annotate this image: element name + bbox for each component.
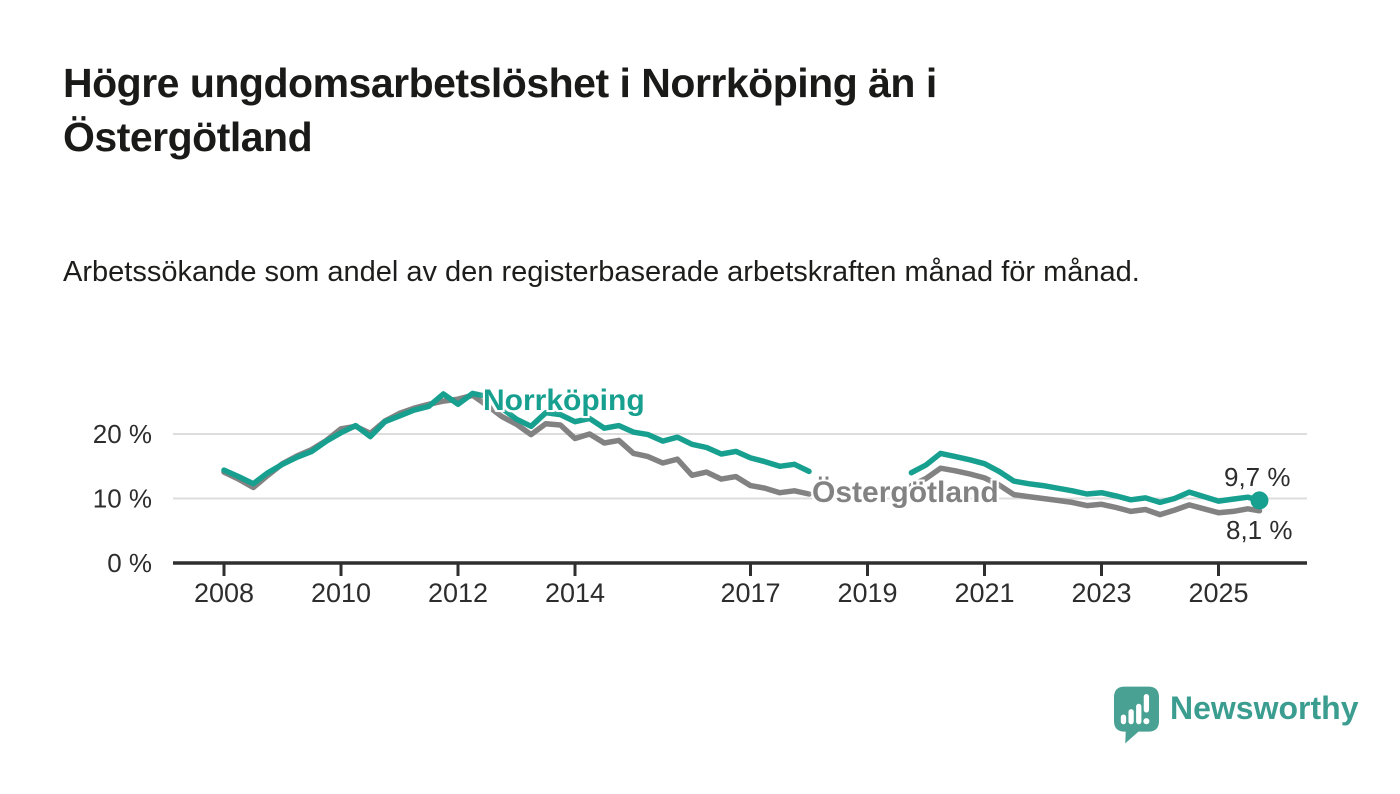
x-axis-tick-label: 2014 (545, 578, 605, 608)
x-axis-tick-label: 2012 (428, 578, 488, 608)
chart-subtitle: Arbetssökande som andel av den registerb… (63, 256, 1140, 289)
series-label-norrkoping: Norrköping (483, 384, 645, 417)
x-axis-tick-label: 2021 (954, 578, 1014, 608)
chart-header: Högre ungdomsarbetslöshet i Norrköping ä… (63, 56, 1243, 293)
y-axis-tick-label: 20 % (93, 419, 152, 449)
page-title: Högre ungdomsarbetslöshet i Norrköping ä… (63, 60, 937, 161)
series-label-ostergotland: Östergötland (812, 476, 999, 509)
end-value-ostergotland: 8,1 % (1226, 515, 1293, 545)
x-axis-tick-label: 2025 (1188, 578, 1248, 608)
end-value-norrkoping: 9,7 % (1224, 462, 1291, 492)
x-axis-tick-label: 2023 (1071, 578, 1131, 608)
x-axis-tick-label: 2017 (720, 578, 780, 608)
x-axis-tick-label: 2010 (311, 578, 371, 608)
brand-wordmark: Newsworthy (1170, 690, 1359, 726)
y-axis-tick-label: 0 % (107, 548, 152, 578)
series-line-norrköping (221, 390, 1263, 506)
x-axis-tick-label: 2019 (837, 578, 897, 608)
y-axis-tick-label: 10 % (93, 484, 152, 514)
end-point-dot (1250, 491, 1269, 510)
x-axis-tick-label: 2008 (194, 578, 254, 608)
newsworthy-logo-icon (1113, 686, 1160, 744)
newsworthy-branding: Newsworthy (1113, 686, 1358, 744)
